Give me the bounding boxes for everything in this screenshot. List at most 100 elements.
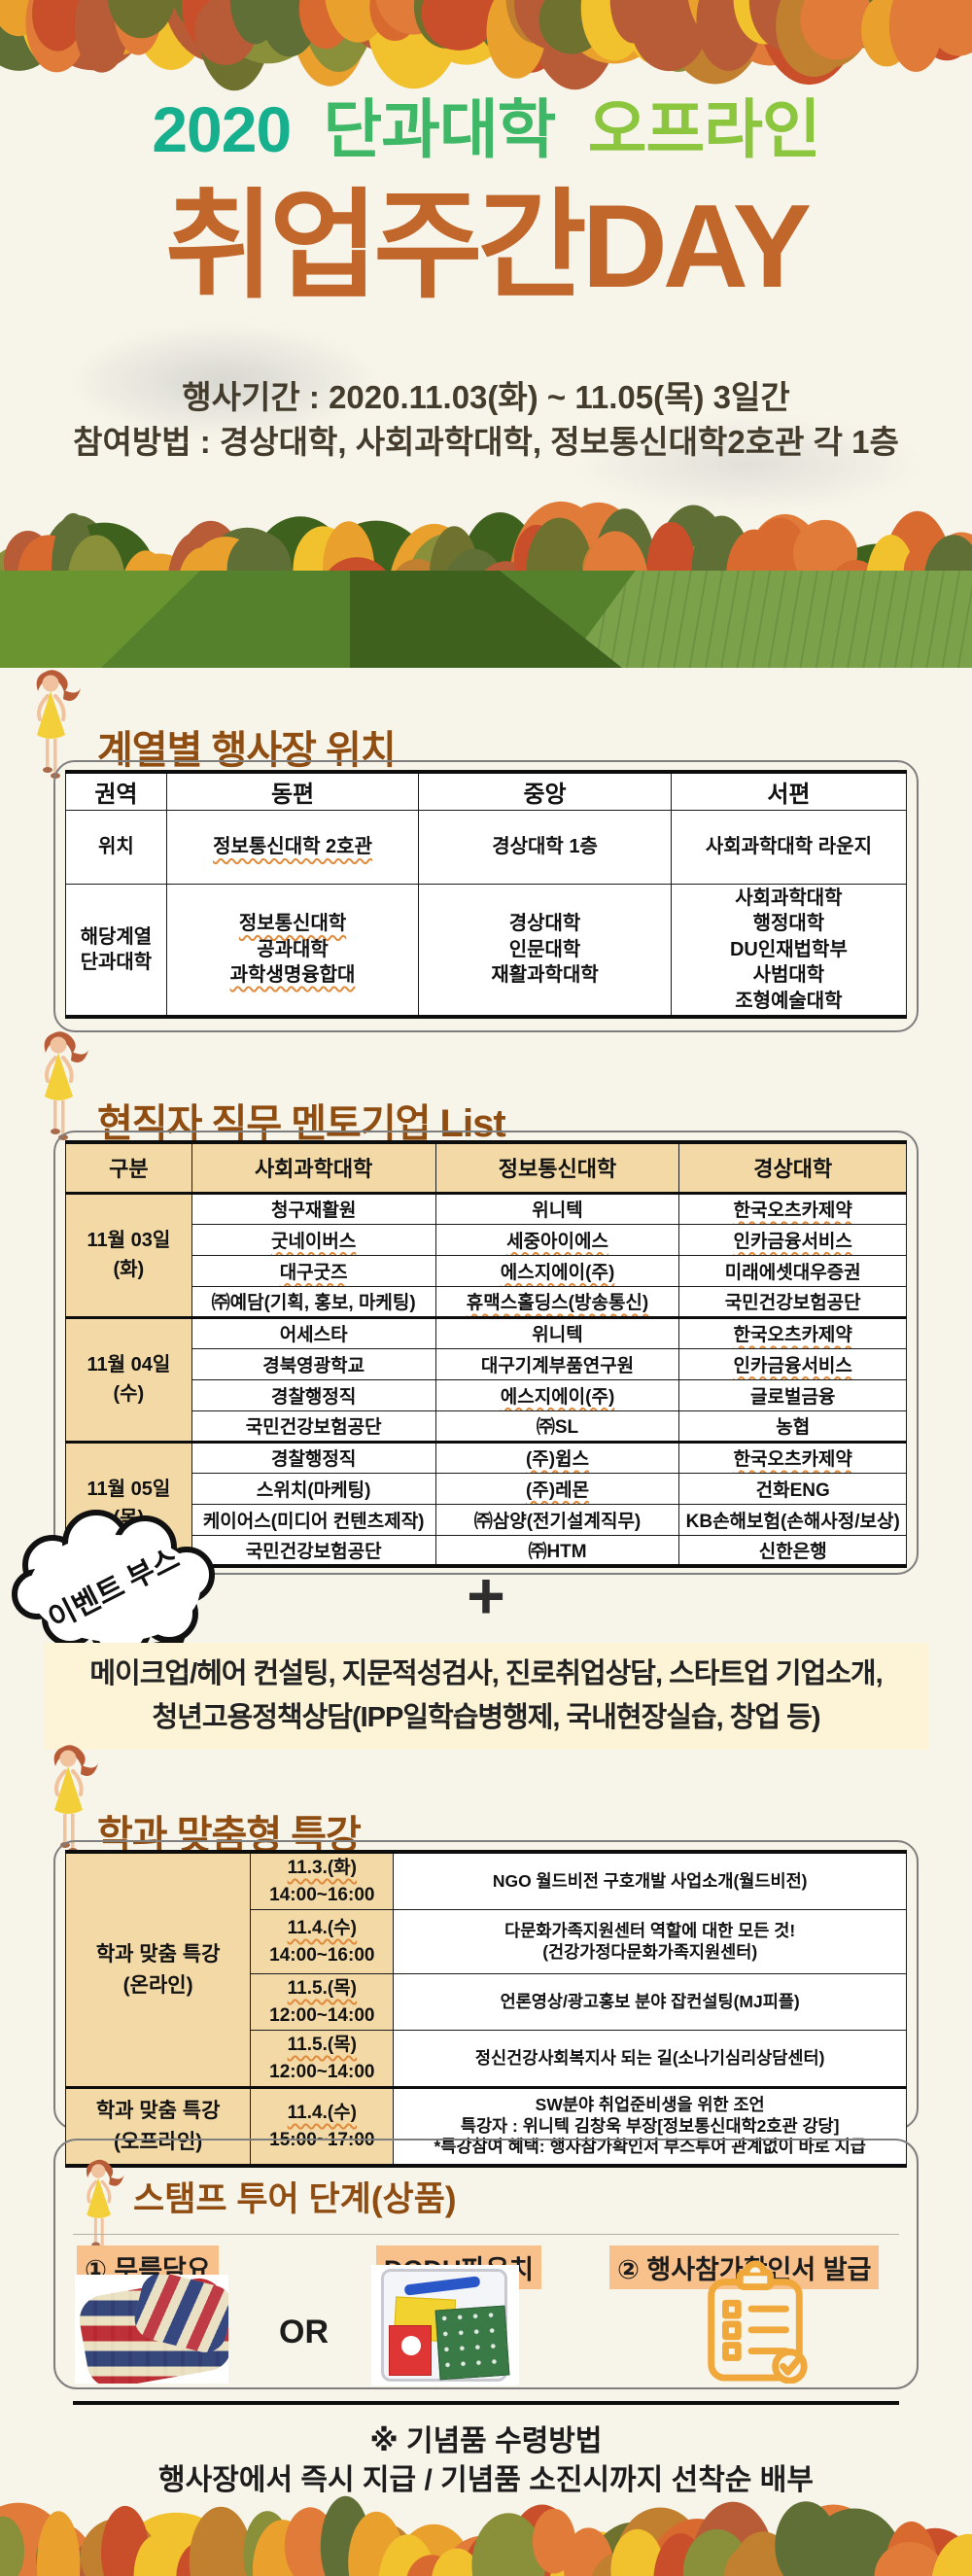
- leaf-blob: [133, 2535, 179, 2576]
- autumn-leaves-bottom: [0, 2495, 972, 2576]
- girl-drawing: [36, 670, 81, 779]
- cell-text: 사회과학대학 라운지: [705, 836, 872, 858]
- lecture-content-cell: 언론영상/광고홍보 분야 잡컨설팅(MJ피플): [393, 1973, 907, 2032]
- time-text: 11.4.(수): [287, 1918, 357, 1939]
- date-text: (수): [113, 1383, 145, 1405]
- participation-method: 참여방법 : 경상대학, 사회과학대학, 정보통신대학2호관 각 1층: [73, 424, 899, 460]
- section-title-stamp: 스탬프 투어 단계(상품): [133, 2180, 457, 2218]
- cell-text: 과학생명융합대: [229, 964, 356, 987]
- company-name: 농협: [776, 1417, 811, 1438]
- company-name: 휴맥스홀딩스(방송통신): [466, 1293, 649, 1313]
- company-name: 어세스타: [279, 1325, 348, 1345]
- clipboard-check-icon: [708, 2260, 808, 2384]
- company-name: 한국오츠카제약: [733, 1201, 852, 1221]
- date-text: 11월 03일: [87, 1230, 171, 1251]
- location-table: 권역 동편 중앙 서편 위치 정보통신대학 2호관 경상대학 1층 사회과학대학 라운지 해당계…: [65, 770, 908, 1019]
- table-row: 11.5.(목) 12:00~14:00 정신건강사회복지사 되는 길(소나기심리상…: [66, 2030, 907, 2089]
- section-title-lecture: 학과 맞춤형 특강: [97, 1814, 362, 1858]
- table-row: ㈜예담(기획, 홍보, 마케팅) 휴맥스홀딩스(방송통신) 국민건강보험공단: [66, 1285, 907, 1318]
- table-row: 해당계열 단과대학 정보통신대학 공과대학 과학생명융합대 경상대학 인문대학 재활과학대학 사…: [65, 883, 908, 1018]
- title-year: 2020: [152, 93, 292, 165]
- group-label: (오프라인): [114, 2130, 203, 2153]
- time-cell: 11.5.(목) 12:00~14:00: [250, 2030, 395, 2089]
- table-row: 11.4.(수) 14:00~16:00 다문화가족지원센터 역할에 대한 모든 것…: [66, 1909, 907, 1975]
- column-header: 사회과학대학: [191, 1141, 436, 1194]
- table-row: 위치 정보통신대학 2호관 경상대학 1층 사회과학대학 라운지: [65, 810, 908, 885]
- lecture-table: 학과 맞춤 특강 (온라인) 11.3.(화) 14:00~16:00 NGO 월드비전…: [64, 1850, 907, 2168]
- leaf-blob: [800, 0, 874, 60]
- cell-text: 정보통신대학 2호관: [213, 836, 372, 858]
- company-name: 신한은행: [758, 1541, 827, 1562]
- cell-text: 사회과학대학: [735, 888, 843, 909]
- company-name: 위니텍: [532, 1325, 583, 1345]
- column-header: 중앙: [418, 771, 672, 811]
- company-cell: 농협: [678, 1410, 907, 1443]
- company-name: ㈜HTM: [528, 1541, 587, 1562]
- table-header-row: 구분 사회과학대학 정보통신대학 경상대학: [65, 1141, 907, 1194]
- table-cell: 사회과학대학 라운지: [670, 810, 908, 885]
- lecture-content-cell: NGO 월드비전 구호개발 사업소개(월드비전): [393, 1851, 907, 1911]
- column-header: 동편: [165, 771, 420, 811]
- company-cell: 경찰행정직: [191, 1378, 436, 1411]
- company-name: 미래에셋대우증권: [724, 1262, 861, 1283]
- company-cell: (주)레몬: [434, 1472, 680, 1505]
- time-text: 11.5.(목): [287, 2035, 357, 2056]
- column-header: 정보통신대학: [434, 1141, 680, 1194]
- company-cell: ㈜SL: [434, 1410, 680, 1443]
- company-cell: ㈜삼양(전기설계직무): [434, 1503, 680, 1536]
- company-cell: 미래에셋대우증권: [678, 1254, 907, 1287]
- pouch-card-green: [434, 2305, 510, 2381]
- company-cell: 대구기계부품연구원: [434, 1347, 680, 1380]
- company-name: 에스지에이(주): [500, 1386, 615, 1408]
- title-line1: 2020 단과대학 오프라인: [0, 97, 972, 161]
- company-cell: 대구굿즈: [191, 1254, 436, 1287]
- section-title-mentor: 현직자 직무 멘토기업 List: [97, 1102, 506, 1146]
- lecture-text: 언론영상/광고홍보 분야 잡컨설팅(MJ피플): [500, 1991, 800, 2011]
- company-name: 건화ENG: [755, 1479, 830, 1501]
- lecture-text: *특강참여 혜택: 행사참가확인서 부스투어 관계없이 바로 지급: [434, 2137, 866, 2157]
- cell-text: 행정대학: [752, 913, 825, 935]
- company-name: 글로벌금융: [750, 1386, 836, 1408]
- lecture-text: NGO 월드비전 구호개발 사업소개(월드비전): [492, 1870, 808, 1891]
- table-cell: 경상대학 1층: [418, 810, 672, 885]
- company-name: 국민건강보험공단: [245, 1541, 382, 1562]
- company-cell: 굿네이버스: [191, 1223, 436, 1256]
- group-label: 학과 맞춤 특강: [95, 1943, 221, 1967]
- time-text: 11.3.(화): [287, 1858, 357, 1878]
- company-name: 경북영광학교: [262, 1355, 365, 1376]
- company-cell: 케이어스(미디어 컨텐츠제작): [191, 1503, 436, 1536]
- company-cell: 한국오츠카제약: [678, 1440, 907, 1474]
- leaf-blob: [927, 0, 972, 56]
- row-label: 단과대학: [80, 951, 153, 973]
- cell-text: DU인재법학부: [729, 938, 848, 960]
- cell-text: 경상대학 1층: [492, 836, 598, 858]
- company-cell: 휴맥스홀딩스(방송통신): [434, 1285, 680, 1318]
- cloud-inner: [29, 1535, 200, 1642]
- company-cell: 위니텍: [434, 1315, 680, 1349]
- company-name: 경찰행정직: [270, 1449, 357, 1470]
- cell-text: 인문대학: [508, 938, 581, 960]
- cell-text: 경상대학: [508, 913, 581, 935]
- group-label: (온라인): [122, 1973, 193, 1997]
- footer-divider: [73, 2401, 899, 2405]
- company-cell: 국민건강보험공단: [678, 1285, 907, 1318]
- leaf-blob: [36, 2511, 81, 2576]
- table-row: 11월 05일 (목) 경찰행정직 (주)윕스 한국오츠카제약: [65, 1440, 907, 1567]
- table-row: 대구굿즈 에스지에이(주) 미래에셋대우증권: [66, 1254, 907, 1287]
- date-cell: 11월 04일 (수): [65, 1315, 192, 1443]
- booth-line2: 청년고용정책상담(IPP일학습병행제, 국내현장실습, 창업 등): [152, 1702, 821, 1733]
- leaf-blob: [630, 0, 709, 72]
- title-offline: 오프라인: [587, 93, 821, 165]
- company-cell: 국민건강보험공단: [191, 1534, 436, 1567]
- booth-description-band: 메이크업/헤어 컨설팅, 지문적성검사, 진로취업상담, 스타트업 기업소개, …: [44, 1643, 928, 1750]
- lecture-text: 특강자 : 위니텍 김창욱 부장[정보통신대학2호관 강당]: [460, 2115, 840, 2136]
- company-name: 대구기계부품연구원: [480, 1355, 635, 1376]
- girl-drawing: [53, 1745, 98, 1854]
- title-college: 단과대학: [323, 93, 557, 165]
- table-cell: 정보통신대학 2호관: [165, 810, 420, 885]
- pouch-photo: [371, 2265, 519, 2385]
- mentor-table: 구분 사회과학대학 정보통신대학 경상대학 11월 03일 (화) 청구재활원 위니텍 한국오츠…: [65, 1140, 907, 1568]
- company-name: (주)레몬: [525, 1479, 590, 1501]
- table-row: 학과 맞춤 특강 (오프라인) 11.4.(수) 15:00~17:00 SW분야 취업…: [64, 2086, 907, 2167]
- company-cell: 세중아이에스: [434, 1223, 680, 1256]
